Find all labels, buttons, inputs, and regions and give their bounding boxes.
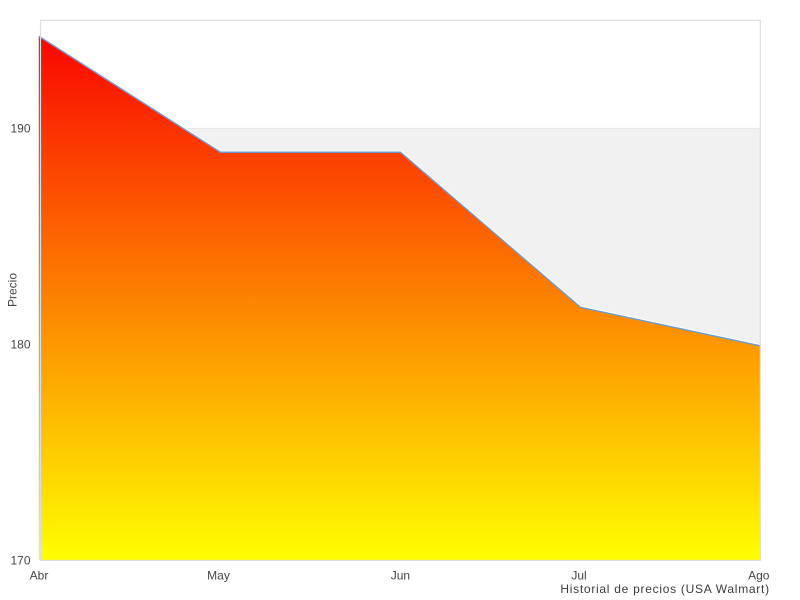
svg-text:Historial de precios (USA Walm: Historial de precios (USA Walmart) bbox=[560, 582, 769, 596]
svg-text:Jun: Jun bbox=[391, 569, 410, 583]
svg-text:190: 190 bbox=[10, 122, 30, 136]
svg-text:Abr: Abr bbox=[30, 569, 49, 583]
svg-text:Ago: Ago bbox=[748, 569, 770, 583]
svg-text:Jul: Jul bbox=[571, 569, 586, 583]
svg-text:170: 170 bbox=[10, 554, 30, 568]
svg-text:Precio: Precio bbox=[6, 273, 20, 307]
svg-text:180: 180 bbox=[10, 338, 30, 352]
svg-text:May: May bbox=[207, 569, 230, 583]
